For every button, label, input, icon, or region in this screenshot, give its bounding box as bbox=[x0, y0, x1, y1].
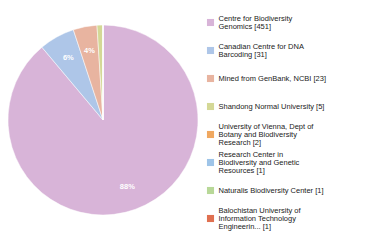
svg-text:Naturalis Biodiversity Center: Naturalis Biodiversity Center [1] bbox=[219, 186, 324, 195]
svg-text:6%: 6% bbox=[63, 53, 74, 62]
svg-text:88%: 88% bbox=[120, 182, 135, 191]
svg-text:Research Center inBiodiversity: Research Center inBiodiversity and Genet… bbox=[219, 150, 300, 176]
svg-text:Shandong Normal University [5]: Shandong Normal University [5] bbox=[219, 102, 325, 111]
svg-text:Canadian Centre for DNABarcodi: Canadian Centre for DNABarcoding [31] bbox=[219, 42, 304, 59]
svg-text:Mined from GenBank, NCBI [23]: Mined from GenBank, NCBI [23] bbox=[219, 74, 327, 83]
svg-text:Balochistan University ofInfor: Balochistan University ofInformation Tec… bbox=[219, 206, 302, 232]
svg-text:Centre for BiodiversityGenomic: Centre for BiodiversityGenomics [451] bbox=[219, 14, 293, 31]
svg-text:University of Vienna, Dept ofB: University of Vienna, Dept ofBotany and … bbox=[219, 122, 315, 148]
svg-text:4%: 4% bbox=[84, 46, 95, 55]
